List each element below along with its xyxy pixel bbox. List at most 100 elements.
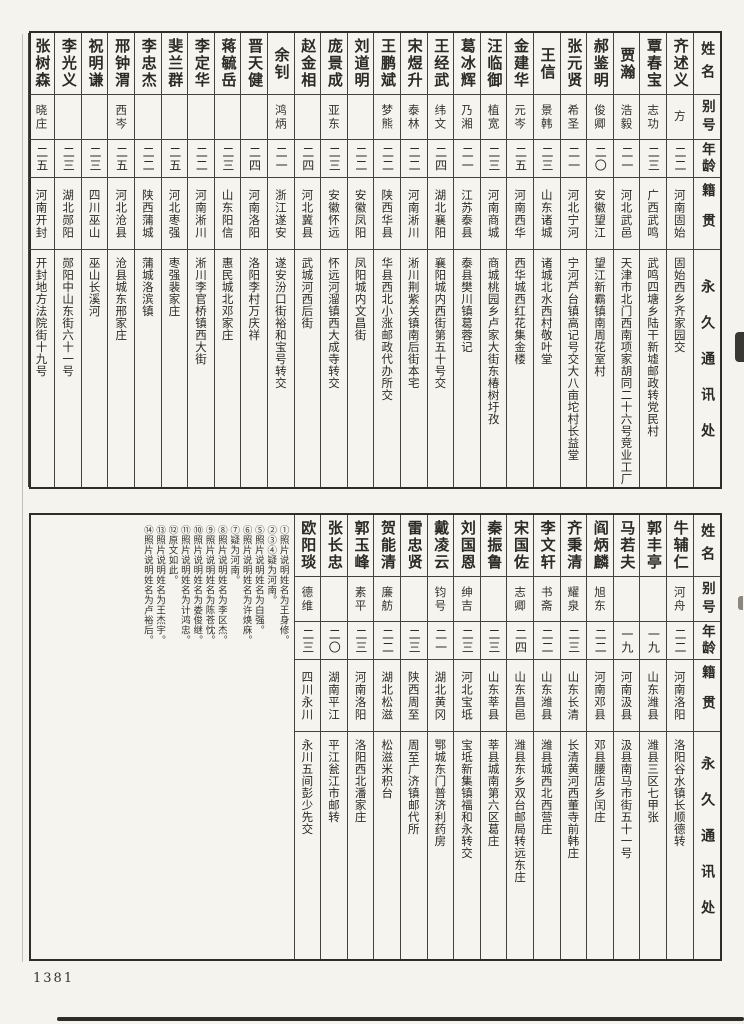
entry-column: 欧阳琰 德维 二三 四川永川 永川五间彭少先交 bbox=[293, 515, 321, 959]
entry-column: 雷忠贤 二三 陕西周至 周至广济镇邮代所 bbox=[399, 515, 427, 959]
entry-column: 阎炳麟 旭东 二二 河南邓县 邓县腰店乡闰庄 bbox=[586, 515, 613, 959]
cell-alias: 西岑 bbox=[108, 95, 135, 140]
cell-alias bbox=[214, 95, 241, 140]
cell-alias bbox=[400, 577, 427, 622]
cell-name: 王信 bbox=[533, 33, 560, 95]
cell-age: 二二 bbox=[533, 622, 560, 660]
person-name: 郭玉峰 bbox=[352, 520, 371, 571]
cell-alias: 素平 bbox=[347, 577, 374, 622]
binding-mark-small bbox=[738, 596, 743, 610]
cell-name: 齐述义 bbox=[666, 33, 693, 95]
person-name: 王信 bbox=[538, 46, 557, 81]
cell-name: 郭玉峰 bbox=[347, 515, 374, 577]
footnote-line: ⑦疑为河南。 bbox=[228, 525, 240, 585]
cell-origin: 陕西华县 bbox=[374, 178, 400, 250]
cell-alias bbox=[613, 577, 640, 622]
cell-alias: 方 bbox=[666, 95, 693, 140]
header-column: 姓名 别号 年龄 籍贯 永久通讯处 bbox=[692, 33, 720, 487]
person-address: 潍县三区七甲张 bbox=[646, 739, 661, 823]
cell-age: 二三 bbox=[294, 622, 321, 660]
binding-mark bbox=[735, 332, 744, 362]
cell-address: 平江瓮江市邮转 bbox=[321, 732, 347, 959]
cell-name: 李光义 bbox=[55, 33, 81, 95]
entry-column: 宋国佐 志卿 二四 山东昌邑 潍县东乡双台邮局转远东庄 bbox=[506, 515, 533, 959]
entry-column: 汪临御 植宽 二三 河南商城 商城桃园乡卢家大街东椿树圩孜 bbox=[479, 33, 507, 487]
cell-name: 雷忠贤 bbox=[400, 515, 427, 577]
person-address: 襄阳城内西街第五十号交 bbox=[433, 257, 448, 389]
entry-column: 李忠杰 二二 陕西蒲城 蒲城洛滨镇 bbox=[134, 33, 161, 487]
entry-column: 戴凌云 钧号 二一 湖北黄冈 鄂城东门普济利药房 bbox=[426, 515, 454, 959]
cell-address: 巫山长溪河 bbox=[82, 250, 108, 487]
person-name: 郭丰亭 bbox=[644, 520, 663, 571]
cell-age: 一九 bbox=[640, 622, 666, 660]
entry-column: 贾瀚 浩毅 二一 河北武邑 天津市北门西南项家胡同二十六号竞业工厂 bbox=[612, 33, 640, 487]
cell-origin: 河北宝坻 bbox=[454, 660, 480, 732]
footnote-line: ⑨照片说明姓名为陈苍忱。 bbox=[203, 525, 215, 645]
cell-alias: 河舟 bbox=[666, 577, 693, 622]
person-name: 戴凌云 bbox=[432, 520, 451, 571]
cell-origin: 山东阳信 bbox=[214, 178, 241, 250]
cell-alias: 晓庄 bbox=[28, 95, 55, 140]
entry-column: 王信 景韩 二三 山东诸城 诸城北水西村敬叶堂 bbox=[532, 33, 560, 487]
header-label-origin: 籍贯 bbox=[698, 183, 715, 244]
person-origin: 安徽怀远 bbox=[327, 188, 342, 239]
cell-alias bbox=[161, 95, 188, 140]
cell-name: 郝鉴明 bbox=[587, 33, 613, 95]
person-alias: 梦熊 bbox=[380, 103, 395, 131]
cell-name: 斐兰群 bbox=[161, 33, 188, 95]
person-age: 二三 bbox=[486, 627, 501, 654]
person-origin: 山东潍县 bbox=[646, 670, 661, 721]
header-label-address: 永久通讯处 bbox=[699, 755, 716, 936]
cell-age: 二五 bbox=[507, 140, 533, 178]
cell-age: 二三 bbox=[560, 622, 587, 660]
person-origin: 河南汲县 bbox=[619, 670, 634, 721]
cell-age: 二二 bbox=[374, 140, 400, 178]
cell-age: 二一 bbox=[613, 140, 640, 178]
cell-age: 二三 bbox=[55, 140, 81, 178]
cell-address: 鄂城东门普济利药房 bbox=[428, 732, 454, 959]
person-origin: 四川巫山 bbox=[87, 188, 102, 239]
cell-origin: 河北沧县 bbox=[108, 178, 135, 250]
person-origin: 浙江遂安 bbox=[273, 188, 288, 239]
cell-origin: 山东潍县 bbox=[533, 660, 560, 732]
cell-age: 二二 bbox=[587, 622, 613, 660]
cell-origin: 河南淅川 bbox=[400, 178, 427, 250]
person-name: 祝明谦 bbox=[86, 38, 105, 89]
cell-name: 晋天健 bbox=[241, 33, 267, 95]
entry-column: 李文轩 书斋 二二 山东潍县 潍县城西北西营庄 bbox=[532, 515, 560, 959]
person-alias: 志功 bbox=[646, 103, 661, 131]
cell-age: 二三 bbox=[640, 140, 666, 178]
person-address: 蒲城洛滨镇 bbox=[140, 257, 155, 317]
person-age: 二〇 bbox=[327, 627, 342, 654]
cell-age: 二三 bbox=[214, 140, 241, 178]
cell-age: 二三 bbox=[454, 622, 480, 660]
person-age: 二四 bbox=[433, 145, 448, 172]
person-name: 李文轩 bbox=[538, 520, 557, 571]
person-alias: 希圣 bbox=[566, 103, 581, 131]
person-origin: 四川永川 bbox=[300, 670, 315, 721]
cell-name: 王鹏斌 bbox=[374, 33, 400, 95]
person-address: 宝坻新集镇福和永转交 bbox=[459, 739, 474, 859]
cell-alias: 耀泉 bbox=[560, 577, 587, 622]
person-age: 二一 bbox=[619, 145, 634, 172]
directory-table-top: 姓名 别号 年龄 籍贯 永久通讯处 齐述义 方 二二 河南固始 固始西乡齐家园交… bbox=[27, 31, 722, 489]
footnote-line: ⑩照片说明姓名为娄俊继。 bbox=[191, 525, 203, 645]
cell-address: 泰县樊川镇葛蓉记 bbox=[454, 250, 480, 487]
cell-age: 二三 bbox=[347, 622, 374, 660]
cell-origin: 河南汲县 bbox=[613, 660, 640, 732]
person-address: 平江瓮江市邮转 bbox=[327, 739, 342, 823]
person-name: 张长忠 bbox=[325, 520, 344, 571]
person-address: 淅川荆紫关镇南后街本宅 bbox=[406, 257, 421, 389]
person-age: 二二 bbox=[194, 145, 209, 172]
cell-address: 松滋米积台 bbox=[374, 732, 400, 959]
person-age: 二一 bbox=[274, 145, 289, 172]
cell-age: 二〇 bbox=[587, 140, 613, 178]
cell-age: 二二 bbox=[347, 140, 374, 178]
person-name: 李光义 bbox=[59, 38, 78, 89]
person-age: 二一 bbox=[433, 627, 448, 654]
person-name: 牛辅仁 bbox=[671, 520, 690, 571]
header-label-age: 年龄 bbox=[698, 624, 715, 657]
entry-column: 覃春宝 志功 二三 广西武鸣 武鸣四塘乡陆干新墟邮政转党民村 bbox=[639, 33, 666, 487]
person-address: 天津市北门西南项家胡同二十六号竞业工厂 bbox=[619, 257, 634, 485]
